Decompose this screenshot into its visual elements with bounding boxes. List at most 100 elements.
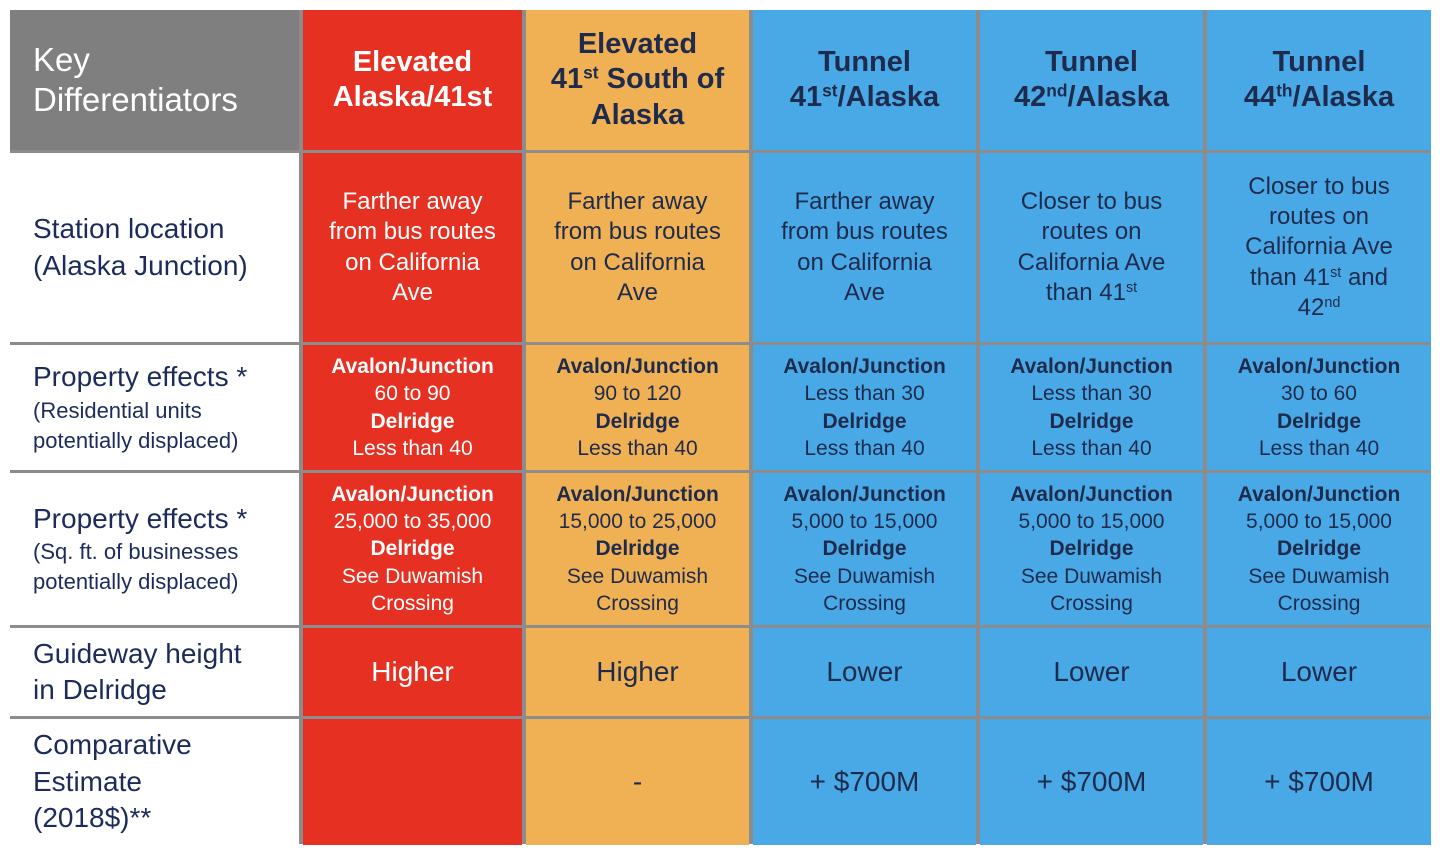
- superscript: th: [1276, 80, 1293, 101]
- cell-line: Farther away: [342, 188, 483, 216]
- cell-line: Closer to bus: [1248, 172, 1390, 200]
- row-label-title: Guideway height: [33, 637, 242, 669]
- row-label-title: Station location: [33, 213, 225, 245]
- text-segment: 42: [1297, 293, 1325, 321]
- cell-line: See Duwamish: [1020, 564, 1163, 588]
- text-segment: and: [1341, 263, 1388, 291]
- cell-line: Less than 40: [577, 436, 698, 460]
- row-label-title: Property effects *: [33, 361, 248, 393]
- row-label: Property effects * (Residential units pote…: [10, 345, 299, 470]
- cell-line: Crossing: [371, 591, 454, 615]
- column-header-tunnel-41st-alaska: Tunnel 41st/Alaska: [753, 10, 976, 150]
- text-segment: than 41: [1250, 263, 1331, 291]
- cell-line: Less than 30: [804, 382, 925, 406]
- table-cell-elevated-alaska-41st: Avalon/Junction 60 to 90 Delridge Less than…: [303, 345, 522, 470]
- table-cell-tunnel-41st-alaska: Avalon/Junction Less than 30 Delridge Less …: [753, 345, 976, 470]
- table-cell-elevated-alaska-41st: Higher: [303, 628, 522, 716]
- cell-line: Farther away: [794, 188, 935, 216]
- text-segment: than 41: [1045, 278, 1126, 306]
- cell-line-bold: Delridge: [370, 537, 455, 561]
- cell-line: from bus routes: [781, 218, 948, 246]
- row-label-title: (2018$)**: [33, 802, 152, 834]
- cell-line: + $700M: [1264, 766, 1374, 798]
- row-label: Guideway height in Delridge: [10, 628, 299, 716]
- row-label-subtitle: (Sq. ft. of businesses: [33, 539, 239, 565]
- text-segment: /Alaska: [1292, 81, 1395, 113]
- cell-line: Alaska: [590, 98, 685, 131]
- cell-line: 30 to 60: [1281, 382, 1357, 406]
- cell-line: on California: [570, 248, 705, 276]
- superscript: st: [583, 62, 599, 83]
- cell-line: 90 to 120: [593, 382, 682, 406]
- cell-line-bold: Avalon/Junction: [331, 482, 494, 506]
- table-cell-tunnel-41st-alaska: Lower: [753, 628, 976, 716]
- cell-line: 5,000 to 15,000: [1018, 510, 1165, 534]
- row-label-title: in Delridge: [33, 674, 167, 705]
- cell-line: from bus routes: [329, 218, 496, 246]
- table-cell-elevated-41st-south-of-alaska: Avalon/Junction 90 to 120 Delridge Less tha…: [526, 345, 749, 470]
- cell-line-bold: Delridge: [595, 537, 680, 561]
- table-cell-tunnel-42nd-alaska: Avalon/Junction Less than 30 Delridge Less …: [980, 345, 1203, 470]
- superscript: nd: [1046, 80, 1068, 101]
- row-label-subtitle: potentially displaced): [33, 427, 239, 453]
- cell-line-bold: Avalon/Junction: [1010, 482, 1173, 506]
- table-cell-elevated-alaska-41st: Avalon/Junction 25,000 to 35,000 Delridge S…: [303, 473, 522, 625]
- table-cell-elevated-41st-south-of-alaska: Farther away from bus routes on California…: [526, 153, 749, 342]
- column-header-tunnel-44th-alaska: Tunnel 44th/Alaska: [1207, 10, 1431, 150]
- superscript: st: [1330, 264, 1342, 281]
- table-cell-tunnel-41st-alaska: + $700M: [753, 719, 976, 845]
- cell-line: Closer to bus: [1020, 188, 1163, 216]
- cell-line: on California: [345, 248, 480, 276]
- header-key-line: Differentiators: [33, 81, 238, 118]
- cell-line: routes on: [1041, 218, 1142, 246]
- cell-line: Crossing: [1050, 591, 1133, 615]
- cell-line: Lower: [1053, 656, 1130, 688]
- cell-line: See Duwamish: [566, 564, 709, 588]
- table-cell-tunnel-44th-alaska: + $700M: [1207, 719, 1431, 845]
- row-label-title: Estimate: [33, 765, 142, 797]
- cell-line: Lower: [826, 656, 903, 688]
- text-segment: South of: [598, 63, 725, 96]
- cell-line-bold: Delridge: [1049, 409, 1134, 433]
- cell-line: than 41st and: [1250, 263, 1388, 293]
- cell-line: 42nd: [1298, 293, 1341, 323]
- cell-line: See Duwamish: [793, 564, 936, 588]
- cell-line: Tunnel: [1272, 45, 1366, 78]
- cell-line: 5,000 to 15,000: [1246, 510, 1392, 534]
- cell-line: Crossing: [1277, 591, 1361, 615]
- cell-line: See Duwamish: [341, 564, 484, 588]
- text-segment: /Alaska: [1067, 81, 1170, 113]
- cell-line: + $700M: [1036, 766, 1147, 798]
- row-label-subtitle: potentially displaced): [33, 569, 239, 595]
- row-label-title: Property effects *: [33, 502, 248, 534]
- column-header-elevated-alaska-41st: Elevated Alaska/41st: [303, 10, 522, 150]
- row-label: Station location (Alaska Junction): [10, 153, 299, 342]
- cell-line: 60 to 90: [374, 382, 451, 406]
- cell-line: Ave: [844, 278, 885, 306]
- table-cell-elevated-alaska-41st: [303, 719, 522, 845]
- table-cell-elevated-41st-south-of-alaska: -: [526, 719, 749, 845]
- cell-line-bold: Delridge: [370, 409, 455, 433]
- header-key-line: Key: [33, 41, 90, 79]
- row-label: Comparative Estimate (2018$)**: [10, 719, 299, 845]
- cell-line-bold: Avalon/Junction: [331, 354, 494, 378]
- cell-line: + $700M: [809, 766, 920, 798]
- cell-line: than 41st: [1046, 278, 1137, 308]
- cell-line: Less than 40: [352, 436, 473, 460]
- superscript: st: [822, 80, 838, 101]
- cell-line: Crossing: [596, 591, 679, 615]
- cell-line: -: [632, 766, 643, 798]
- cell-line-bold: Delridge: [1276, 537, 1362, 561]
- cell-line-bold: Avalon/Junction: [1237, 482, 1401, 506]
- cell-line: Tunnel: [1045, 45, 1138, 78]
- cell-line-bold: Avalon/Junction: [783, 354, 946, 378]
- table-cell-elevated-41st-south-of-alaska: Avalon/Junction 15,000 to 25,000 Delridge S…: [526, 473, 749, 625]
- table-cell-elevated-alaska-41st: Farther away from bus routes on California…: [303, 153, 522, 342]
- text-segment: /Alaska: [837, 81, 940, 113]
- cell-line: 42nd/Alaska: [1014, 80, 1169, 115]
- table-cell-elevated-41st-south-of-alaska: Higher: [526, 628, 749, 716]
- text-segment: 44: [1243, 81, 1277, 113]
- cell-line-bold: Delridge: [1049, 537, 1134, 561]
- row-label-title: Comparative: [33, 729, 192, 761]
- cell-line: Alaska/41st: [332, 81, 493, 113]
